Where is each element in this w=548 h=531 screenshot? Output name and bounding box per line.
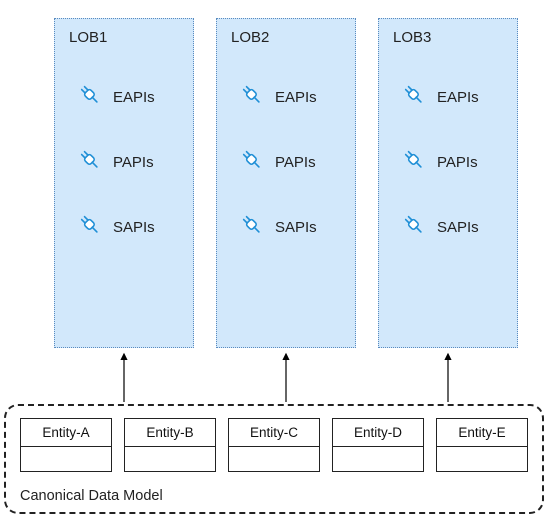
- plug-icon: [401, 212, 427, 243]
- api-label: EAPIs: [437, 89, 479, 106]
- entity-box: Entity-D: [332, 418, 424, 472]
- lob-title: LOB1: [69, 29, 185, 46]
- canonical-data-model: Entity-A Entity-B Entity-C Entity-D Enti…: [4, 404, 544, 514]
- entity-box: Entity-C: [228, 418, 320, 472]
- entity-body: [229, 447, 319, 471]
- entity-body: [125, 447, 215, 471]
- api-label: SAPIs: [437, 219, 479, 236]
- entity-header: Entity-E: [437, 419, 527, 447]
- plug-icon: [239, 212, 265, 243]
- api-label: PAPIs: [437, 154, 478, 171]
- api-label: SAPIs: [113, 219, 155, 236]
- entity-header: Entity-D: [333, 419, 423, 447]
- plug-icon: [239, 147, 265, 178]
- entity-row: Entity-A Entity-B Entity-C Entity-D Enti…: [16, 418, 532, 472]
- entity-header: Entity-C: [229, 419, 319, 447]
- api-item: SAPIs: [239, 212, 347, 243]
- lob-title: LOB2: [231, 29, 347, 46]
- entity-box: Entity-B: [124, 418, 216, 472]
- lob-panel-3: LOB3 EAPIs PAPIs SAPIs: [378, 18, 518, 348]
- api-label: EAPIs: [275, 89, 317, 106]
- api-item: EAPIs: [77, 82, 185, 113]
- lob-panel-2: LOB2 EAPIs PAPIs SAPIs: [216, 18, 356, 348]
- api-label: PAPIs: [113, 154, 154, 171]
- entity-box: Entity-E: [436, 418, 528, 472]
- entity-box: Entity-A: [20, 418, 112, 472]
- api-item: SAPIs: [77, 212, 185, 243]
- entity-body: [333, 447, 423, 471]
- api-label: SAPIs: [275, 219, 317, 236]
- api-label: EAPIs: [113, 89, 155, 106]
- entity-body: [21, 447, 111, 471]
- plug-icon: [401, 147, 427, 178]
- entity-header: Entity-B: [125, 419, 215, 447]
- cdm-label: Canonical Data Model: [20, 488, 532, 504]
- api-item: PAPIs: [77, 147, 185, 178]
- lob-row: LOB1 EAPIs PAPIs SAPIs LOB2: [54, 18, 518, 348]
- plug-icon: [239, 82, 265, 113]
- api-item: EAPIs: [239, 82, 347, 113]
- plug-icon: [77, 212, 103, 243]
- entity-header: Entity-A: [21, 419, 111, 447]
- entity-body: [437, 447, 527, 471]
- arrows-layer: [0, 348, 548, 406]
- api-item: SAPIs: [401, 212, 509, 243]
- plug-icon: [401, 82, 427, 113]
- api-item: EAPIs: [401, 82, 509, 113]
- api-item: PAPIs: [239, 147, 347, 178]
- lob-panel-1: LOB1 EAPIs PAPIs SAPIs: [54, 18, 194, 348]
- lob-title: LOB3: [393, 29, 509, 46]
- plug-icon: [77, 82, 103, 113]
- api-label: PAPIs: [275, 154, 316, 171]
- api-item: PAPIs: [401, 147, 509, 178]
- plug-icon: [77, 147, 103, 178]
